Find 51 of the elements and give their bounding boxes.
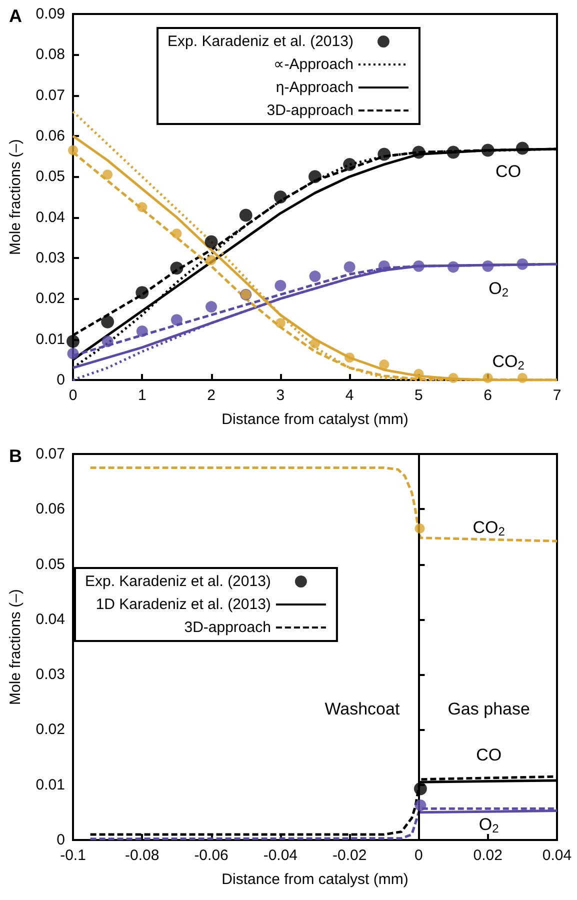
x-tick-label: 0.02	[473, 847, 502, 864]
y-tick-label: 0.06	[36, 128, 65, 144]
annotation: CO	[496, 162, 522, 181]
y-axis-title: Mole fractions (–)	[7, 589, 24, 705]
x-tick-label: 0	[414, 847, 423, 864]
y-axis-title: Mole fractions (–)	[7, 139, 24, 255]
legend-label: Exp. Karadeniz et al. (2013)	[84, 573, 271, 590]
x-tick-label: 1	[138, 387, 146, 404]
x-tick-label: -0.02	[332, 847, 367, 864]
legend-label: 3D-approach	[184, 619, 271, 636]
legend-label: 3D-approach	[266, 102, 354, 119]
y-tick-label: 0.03	[36, 666, 65, 684]
x-tick-label: -0.06	[194, 847, 228, 864]
y-tick-label: 0.01	[36, 776, 65, 794]
legend-label: Exp. Karadeniz et al. (2013)	[168, 33, 354, 50]
x-tick-label: 4	[345, 387, 354, 404]
x-tick-label: 2	[207, 387, 216, 404]
x-tick-label: -0.1	[60, 847, 86, 864]
y-tick-label: 0.07	[36, 86, 65, 104]
chart-title: B	[9, 446, 22, 466]
x-axis-title: Distance from catalyst (mm)	[222, 411, 408, 428]
annotation: Gas phase	[448, 699, 530, 718]
y-tick-label: 0.04	[36, 208, 65, 226]
x-tick-label: 3	[276, 387, 285, 404]
annotation: Washcoat	[324, 699, 400, 718]
x-axis-title: Distance from catalyst (mm)	[222, 871, 408, 888]
y-tick-label: 0.02	[36, 721, 65, 738]
y-tick-label: 0.05	[36, 556, 65, 573]
chart-title: A	[9, 6, 22, 26]
y-tick-label: 0.09	[36, 6, 65, 22]
y-tick-label: 0.03	[36, 250, 65, 266]
legend-label: 1D Karadeniz et al. (2013)	[96, 596, 271, 613]
y-tick-label: 0.08	[36, 46, 65, 64]
y-tick-label: 0.05	[36, 168, 65, 186]
x-tick-label: 5	[414, 387, 423, 404]
x-tick-label: 0.04	[542, 847, 572, 864]
annotation: CO	[476, 746, 502, 765]
x-tick-label: 7	[552, 387, 562, 404]
x-tick-label: -0.08	[125, 847, 160, 864]
y-tick-label: 0.07	[36, 446, 65, 462]
y-tick-label: 0.06	[36, 500, 65, 518]
y-tick-label: 0	[56, 832, 65, 848]
legend-label: ∝-Approach	[273, 56, 354, 73]
x-tick-label: 6	[484, 387, 492, 404]
legend-label: η-Approach	[276, 79, 354, 96]
x-tick-label: -0.04	[263, 847, 298, 864]
x-tick-label: 0	[68, 387, 78, 404]
y-tick-label: 0.01	[36, 330, 65, 348]
y-tick-label: 0.02	[36, 290, 65, 308]
y-tick-label: 0.04	[36, 610, 65, 628]
y-tick-label: 0	[56, 372, 65, 388]
